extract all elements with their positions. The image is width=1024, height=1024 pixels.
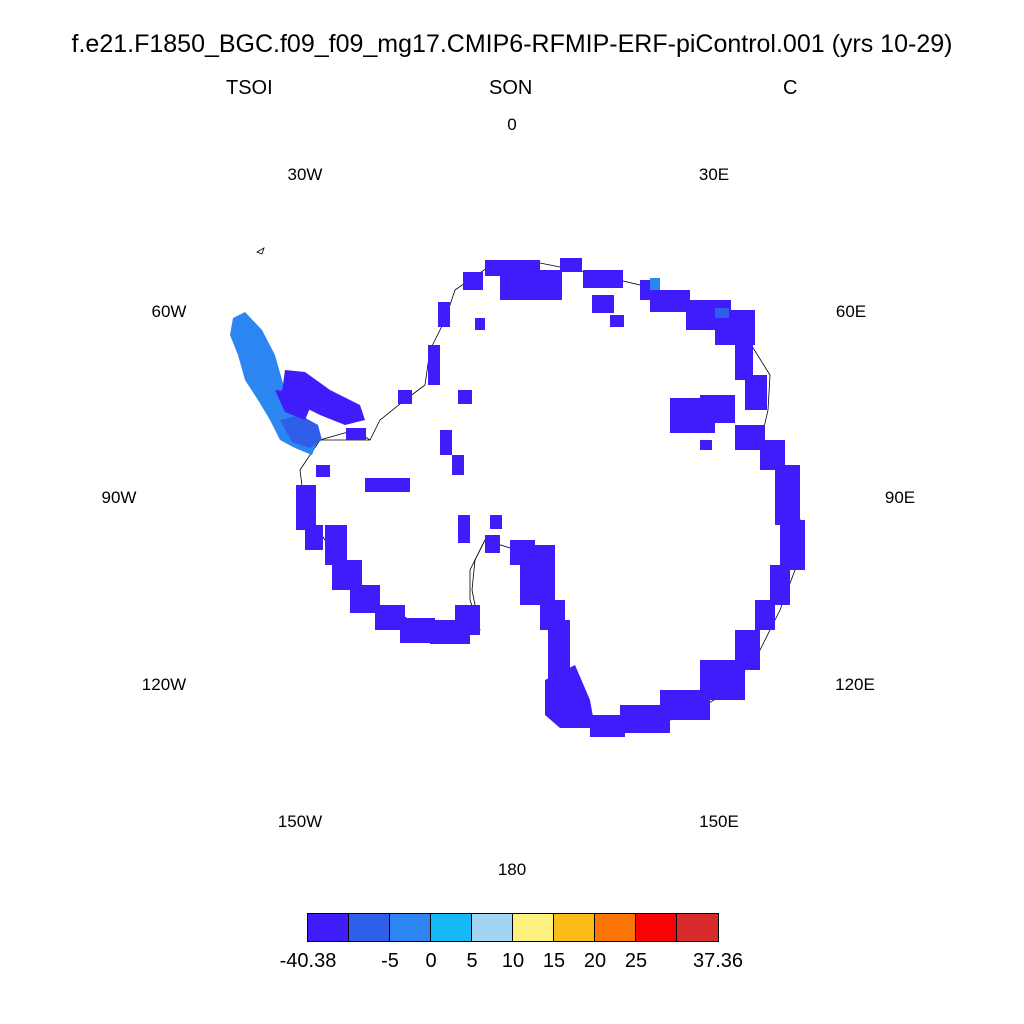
season-label: SON <box>489 77 533 99</box>
colorbar-box <box>348 913 390 942</box>
lon-label-90w: 90W <box>101 488 137 507</box>
colorbar-label: 20 <box>583 950 607 972</box>
colorbar-label: 5 <box>466 950 478 972</box>
units-label: C <box>783 77 798 99</box>
colorbar-label: 15 <box>542 950 566 972</box>
lon-label-0: 0 <box>507 115 517 134</box>
lon-label-150e: 150E <box>699 812 739 831</box>
colorbar-box <box>676 913 719 942</box>
east-antarctica-accent-cells <box>650 278 729 318</box>
colorbar-box <box>307 913 349 942</box>
lon-label-60e: 60E <box>835 302 867 321</box>
peninsula-cells <box>230 312 365 455</box>
west-antarctica-cells <box>296 345 480 644</box>
colorbar-label: 0 <box>425 950 437 972</box>
east-antarctica-cells <box>438 258 805 737</box>
colorbar-label: 10 <box>501 950 525 972</box>
lon-label-150w: 150W <box>277 812 323 831</box>
colorbar-box <box>430 913 472 942</box>
colorbar-label: -40.38 <box>279 950 337 972</box>
island-outline <box>256 247 265 255</box>
lon-label-90e: 90E <box>884 488 916 507</box>
plot-title: f.e21.F1850_BGC.f09_f09_mg17.CMIP6-RFMIP… <box>71 30 953 58</box>
colorbar-box <box>635 913 677 942</box>
colorbar-box <box>553 913 595 942</box>
colorbar-box <box>389 913 431 942</box>
lon-label-30e: 30E <box>698 165 730 184</box>
colorbar-box <box>594 913 636 942</box>
lon-label-180: 180 <box>497 860 527 879</box>
variable-label: TSOI <box>226 77 273 99</box>
lon-label-60w: 60W <box>151 302 187 321</box>
lon-label-120w: 120W <box>141 675 187 694</box>
lon-label-120e: 120E <box>835 675 875 694</box>
colorbar-box <box>471 913 513 942</box>
colorbar-label: 25 <box>624 950 648 972</box>
colorbar-label: -5 <box>381 950 399 972</box>
colorbar-label: 37.36 <box>692 950 744 972</box>
lon-label-30w: 30W <box>287 165 323 184</box>
colorbar-box <box>512 913 554 942</box>
